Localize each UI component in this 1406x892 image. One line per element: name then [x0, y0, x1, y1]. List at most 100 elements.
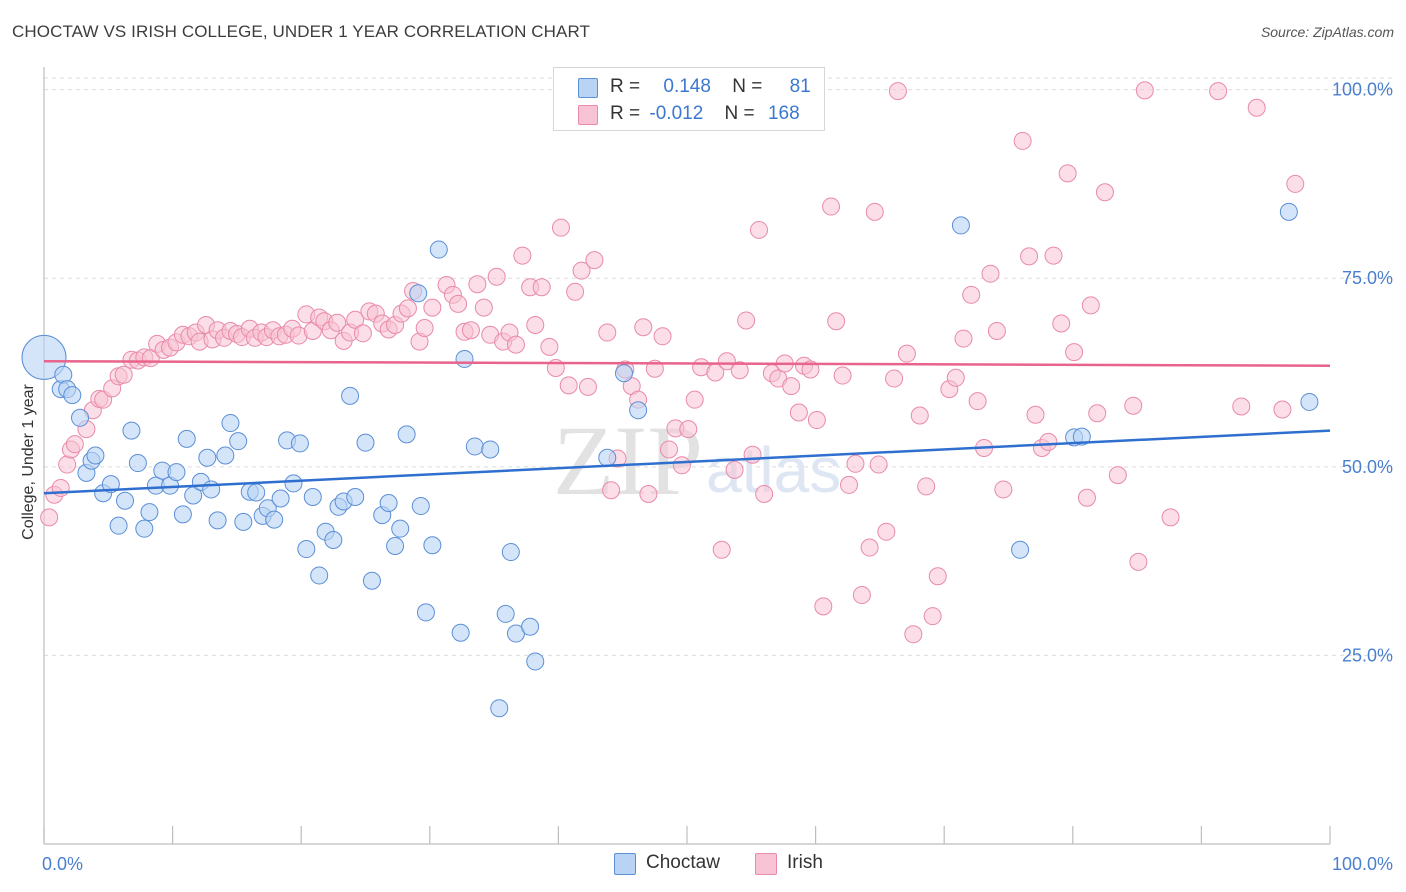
irish-point: [578, 377, 597, 396]
irish-point: [968, 392, 987, 411]
irish-point: [904, 625, 923, 644]
irish-point: [897, 344, 916, 363]
legend-swatch-choctaw: [578, 78, 598, 98]
choctaw-point: [101, 475, 120, 494]
choctaw-point: [71, 408, 90, 427]
irish-point: [865, 202, 884, 221]
choctaw-point: [411, 497, 430, 516]
choctaw-point: [490, 699, 509, 718]
choctaw-point: [1072, 427, 1091, 446]
choctaw-point: [409, 284, 428, 303]
irish-series: [40, 81, 1305, 644]
choctaw-point: [271, 489, 290, 508]
irish-point: [1232, 397, 1251, 416]
irish-point: [928, 567, 947, 586]
axis-layer: 25.0% 50.0% 75.0% 100.0% 0.0% 100.0%: [42, 67, 1393, 874]
choctaw-point: [221, 414, 240, 433]
irish-point: [672, 456, 691, 475]
irish-point: [1135, 81, 1154, 100]
irish-point: [852, 586, 871, 605]
choctaw-point: [526, 652, 545, 671]
irish-point: [994, 480, 1013, 499]
irish-point: [923, 607, 942, 626]
y-tick-label: 100.0%: [1332, 80, 1393, 100]
irish-point: [559, 376, 578, 395]
irish-point: [712, 540, 731, 559]
irish-point: [737, 311, 756, 330]
choctaw-point: [1279, 202, 1298, 221]
choctaw-point: [216, 446, 235, 465]
irish-point: [449, 294, 468, 313]
irish-point: [114, 365, 133, 384]
irish-point: [513, 246, 532, 265]
choctaw-point: [324, 530, 343, 549]
choctaw-point: [481, 440, 500, 459]
irish-point: [585, 251, 604, 270]
legend-r-label: R =: [610, 103, 641, 124]
choctaw-point: [496, 604, 515, 623]
irish-point: [885, 369, 904, 388]
choctaw-label: Choctaw: [646, 852, 720, 873]
irish-point: [1013, 131, 1032, 150]
choctaw-point: [116, 491, 135, 510]
irish-point: [487, 267, 506, 286]
irish-point: [1065, 343, 1084, 362]
irish-point: [328, 313, 347, 332]
choctaw-point: [202, 480, 221, 499]
irish-point: [1108, 466, 1127, 485]
irish-point: [566, 282, 585, 301]
irish-point: [725, 460, 744, 479]
choctaw-point: [501, 543, 520, 562]
bottom-legend: Choctaw Irish: [0, 852, 1406, 878]
y-tick-label: 50.0%: [1342, 457, 1393, 477]
irish-point: [398, 299, 417, 318]
y-tick-label: 25.0%: [1342, 645, 1393, 665]
choctaw-point: [247, 483, 266, 502]
irish-point: [423, 298, 442, 317]
choctaw-point: [429, 240, 448, 259]
choctaw-point: [341, 386, 360, 405]
irish-point: [814, 597, 833, 616]
choctaw-point: [208, 511, 227, 530]
irish-point: [58, 455, 77, 474]
choctaw-point: [229, 432, 248, 451]
legend-n-value: 168: [767, 103, 800, 124]
y-tick-label: 75.0%: [1342, 268, 1393, 288]
choctaw-point: [598, 448, 617, 467]
choctaw-point: [128, 454, 147, 473]
irish-point: [1088, 404, 1107, 423]
choctaw-point: [122, 421, 141, 440]
chart-source: Source: ZipAtlas.com: [1260, 24, 1394, 40]
irish-point: [1247, 98, 1266, 117]
irish-point: [353, 324, 372, 343]
irish-point: [540, 337, 559, 356]
irish-point: [468, 275, 487, 294]
choctaw-point: [1011, 540, 1030, 559]
choctaw-point: [234, 512, 253, 531]
legend-n-label: N =: [732, 76, 763, 97]
choctaw-point: [455, 349, 474, 368]
irish-point: [1052, 314, 1071, 333]
choctaw-point: [265, 510, 284, 529]
choctaw-point: [362, 571, 381, 590]
irish-point: [801, 360, 820, 379]
irish-label: Irish: [787, 852, 823, 873]
irish-point: [877, 522, 896, 541]
choctaw-point: [416, 603, 435, 622]
irish-point: [679, 420, 698, 439]
irish-swatch: [755, 853, 777, 875]
irish-point: [822, 197, 841, 216]
choctaw-point: [135, 519, 154, 538]
irish-point: [981, 264, 1000, 283]
irish-point: [415, 319, 434, 338]
choctaw-point: [1300, 392, 1319, 411]
irish-point: [846, 454, 865, 473]
irish-point: [717, 352, 736, 371]
irish-point: [639, 484, 658, 503]
choctaw-point: [423, 536, 442, 555]
choctaw-point: [21, 334, 67, 380]
irish-point: [743, 445, 762, 464]
choctaw-point: [284, 474, 303, 493]
irish-point: [1161, 508, 1180, 527]
